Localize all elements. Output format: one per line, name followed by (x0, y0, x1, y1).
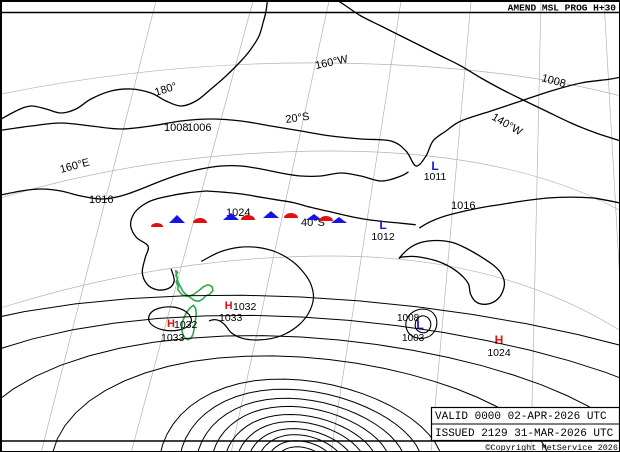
svg-text:1011: 1011 (424, 171, 447, 183)
svg-text:1032: 1032 (174, 319, 198, 331)
svg-text:1012: 1012 (371, 231, 395, 243)
svg-text:1006: 1006 (187, 122, 211, 134)
svg-text:VALID 0000 02-APR-2026 UTC: VALID 0000 02-APR-2026 UTC (435, 411, 607, 423)
svg-text:H: H (225, 300, 233, 312)
svg-text:1008: 1008 (164, 122, 188, 134)
svg-text:ISSUED 2129 31-MAR-2026 UTC: ISSUED 2129 31-MAR-2026 UTC (435, 428, 614, 440)
svg-text:H: H (495, 333, 504, 347)
svg-text:L: L (379, 218, 386, 232)
svg-text:AMEND MSL PROG H+30: AMEND MSL PROG H+30 (508, 3, 617, 14)
svg-text:1033: 1033 (219, 312, 243, 324)
svg-text:1016: 1016 (451, 200, 475, 212)
svg-text:1003: 1003 (402, 333, 425, 344)
svg-text:1024: 1024 (487, 347, 511, 359)
svg-text:1016: 1016 (89, 194, 113, 206)
svg-text:1033: 1033 (161, 332, 185, 344)
svg-text:©Copyright MetService 2026: ©Copyright MetService 2026 (485, 443, 618, 452)
